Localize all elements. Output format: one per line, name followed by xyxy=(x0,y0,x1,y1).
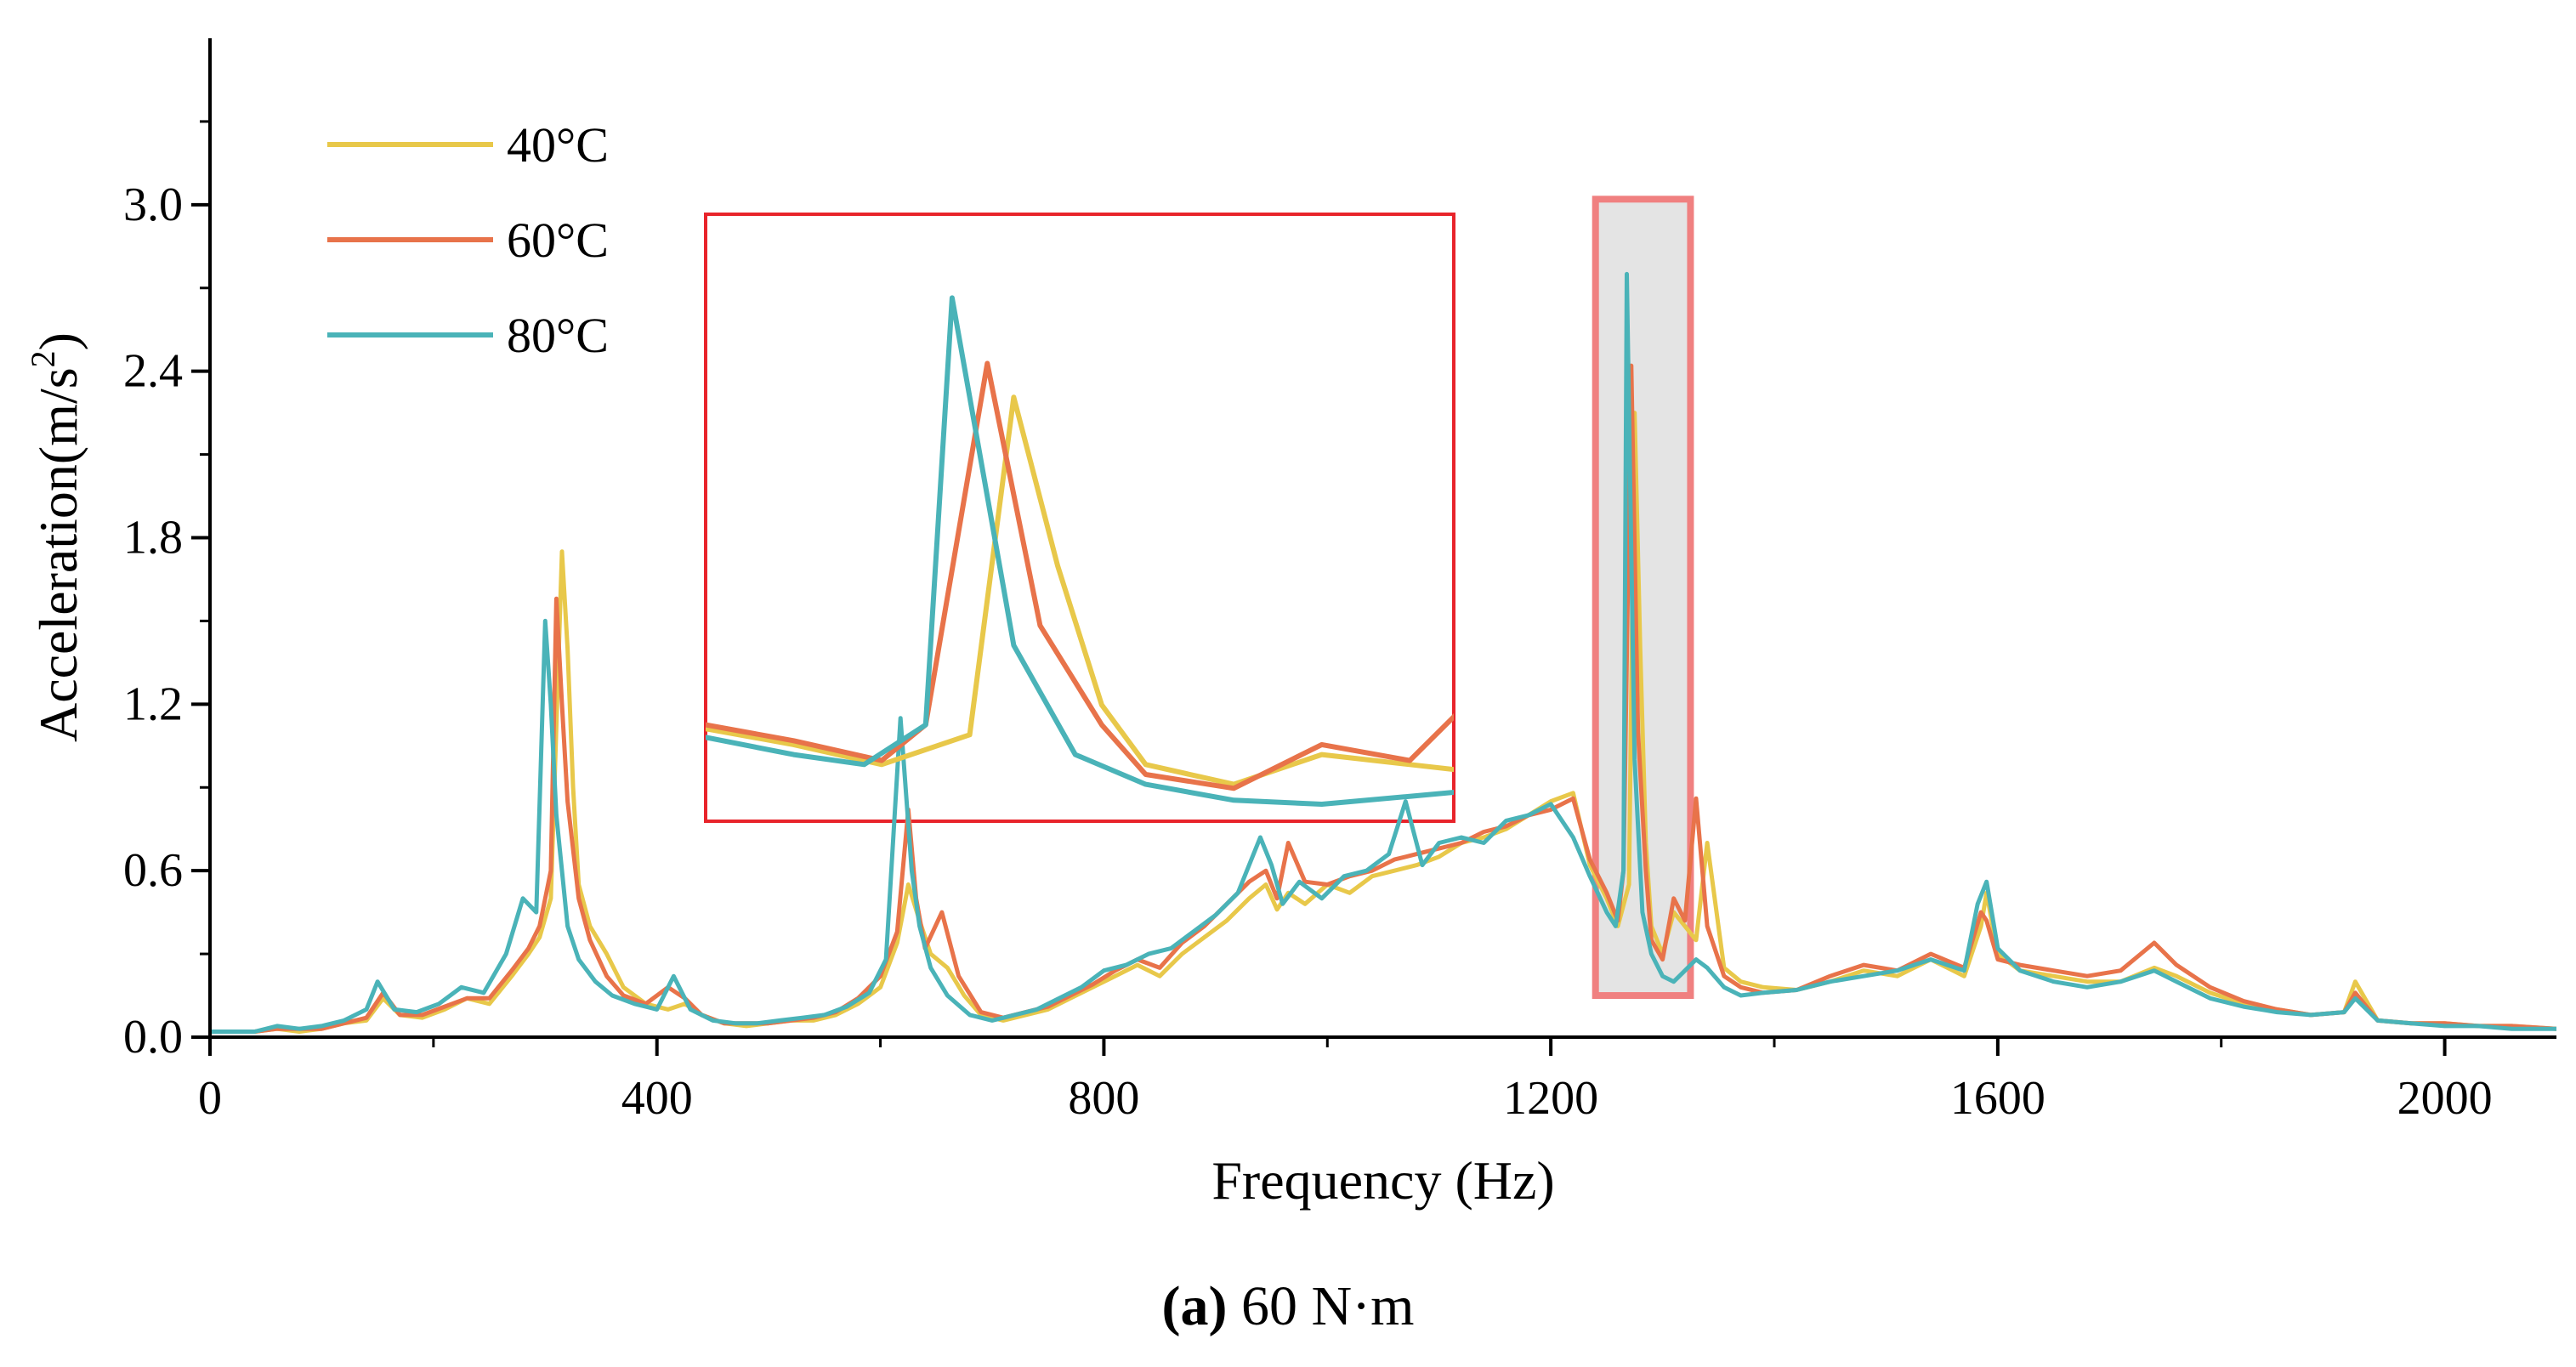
legend-label-2: 60°C xyxy=(507,213,609,268)
series-line-2 xyxy=(210,363,2556,1034)
y-tick-label: 1.8 xyxy=(123,512,183,564)
axis-ticks: 0 400 800 1200 1600 2000 0.0 0.6 1.2 1.8 2.4 3.0 xyxy=(123,120,2493,1125)
x-tick-label: 1200 xyxy=(1503,1072,1598,1125)
y-tick-label: 0.6 xyxy=(123,844,183,897)
series-lines xyxy=(210,271,2556,1034)
x-tick-label: 0 xyxy=(198,1072,222,1125)
x-tick-label: 2000 xyxy=(2397,1072,2493,1125)
legend: 40°C 60°C 80°C xyxy=(327,117,609,363)
caption-text: 60 N·m xyxy=(1227,1275,1414,1337)
y-axis-title-main: Acceleration(m/s xyxy=(28,367,88,742)
y-tick-label: 0.0 xyxy=(123,1011,183,1064)
y-axis-title: Acceleration(m/s2) xyxy=(24,332,88,742)
legend-label-1: 40°C xyxy=(507,117,609,173)
series-line-3 xyxy=(210,271,2556,1034)
highlight-region xyxy=(1592,196,1694,1000)
inset-series-line-1 xyxy=(706,394,1454,787)
legend-label-3: 80°C xyxy=(507,308,609,363)
y-axis-title-close: ) xyxy=(28,332,88,350)
x-tick-label: 1600 xyxy=(1950,1072,2045,1125)
x-tick-label: 800 xyxy=(1068,1072,1139,1125)
inset-series-line-3 xyxy=(706,295,1454,807)
y-tick-label: 1.2 xyxy=(123,678,183,730)
y-tick-label: 2.4 xyxy=(123,345,183,398)
caption-label: (a) xyxy=(1162,1275,1228,1337)
figure-caption: (a) 60 N·m xyxy=(1162,1275,1415,1337)
inset-series-lines xyxy=(706,295,1454,807)
y-axis-title-superscript: 2 xyxy=(24,350,62,367)
inset-series-line-2 xyxy=(706,360,1454,791)
x-tick-label: 400 xyxy=(621,1072,693,1125)
inset-zoom-frame xyxy=(704,213,1455,823)
y-tick-label: 3.0 xyxy=(123,179,183,231)
x-axis-title: Frequency (Hz) xyxy=(1211,1150,1554,1211)
